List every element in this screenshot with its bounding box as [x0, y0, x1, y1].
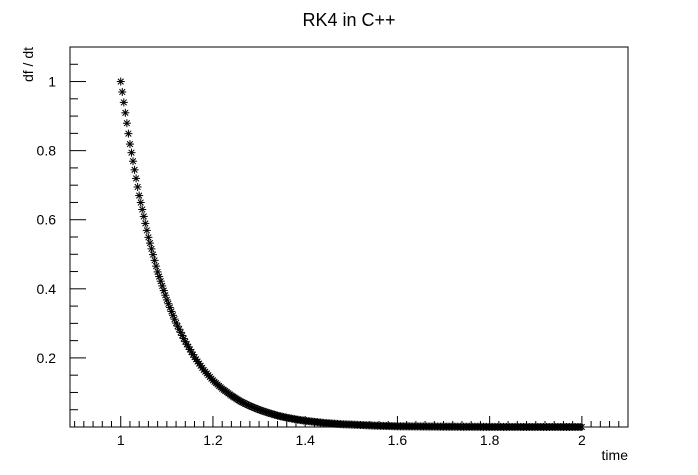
y-tick-label: 0.6 — [37, 212, 57, 228]
data-point — [139, 212, 148, 221]
data-point — [122, 119, 131, 128]
data-point — [144, 233, 153, 242]
data-point — [116, 77, 125, 86]
data-point — [124, 129, 133, 138]
data-point — [577, 423, 586, 431]
data-point — [125, 140, 134, 149]
data-point — [145, 239, 154, 248]
data-point — [133, 182, 142, 191]
data-point — [119, 98, 128, 107]
x-tick-label: 1.6 — [388, 432, 408, 448]
data-point — [127, 148, 136, 157]
y-tick-label: 0.4 — [37, 281, 57, 297]
chart-title: RK4 in C++ — [302, 10, 395, 30]
data-point — [152, 262, 161, 271]
data-point — [141, 219, 150, 228]
x-tick-label: 1.8 — [480, 432, 500, 448]
data-point — [130, 165, 139, 174]
data-point — [138, 205, 147, 214]
y-tick-label: 1 — [48, 74, 56, 90]
y-axis-label: df / dt — [20, 47, 36, 82]
data-point — [142, 226, 151, 235]
data-point — [150, 256, 159, 265]
data-point — [121, 108, 130, 117]
x-tick-label: 1.2 — [203, 432, 223, 448]
data-point — [188, 350, 197, 359]
data-point — [149, 250, 158, 259]
data-point — [132, 174, 141, 183]
data-point — [147, 244, 156, 253]
data-point — [136, 198, 145, 207]
x-axis-label: time — [602, 447, 629, 463]
plot-frame — [69, 46, 629, 428]
y-tick-label: 0.2 — [37, 350, 57, 366]
x-tick-label: 1 — [117, 432, 125, 448]
x-tick-label: 2 — [578, 432, 586, 448]
data-point — [135, 191, 144, 200]
data-point — [165, 303, 174, 312]
data-point — [118, 87, 127, 96]
y-tick-label: 0.8 — [37, 143, 57, 159]
data-points — [116, 77, 586, 431]
x-tick-label: 1.4 — [295, 432, 315, 448]
data-point — [129, 157, 138, 166]
y-axis: 0.2 0.4 0.6 0.8 1 — [37, 46, 86, 411]
data-point — [172, 319, 181, 328]
